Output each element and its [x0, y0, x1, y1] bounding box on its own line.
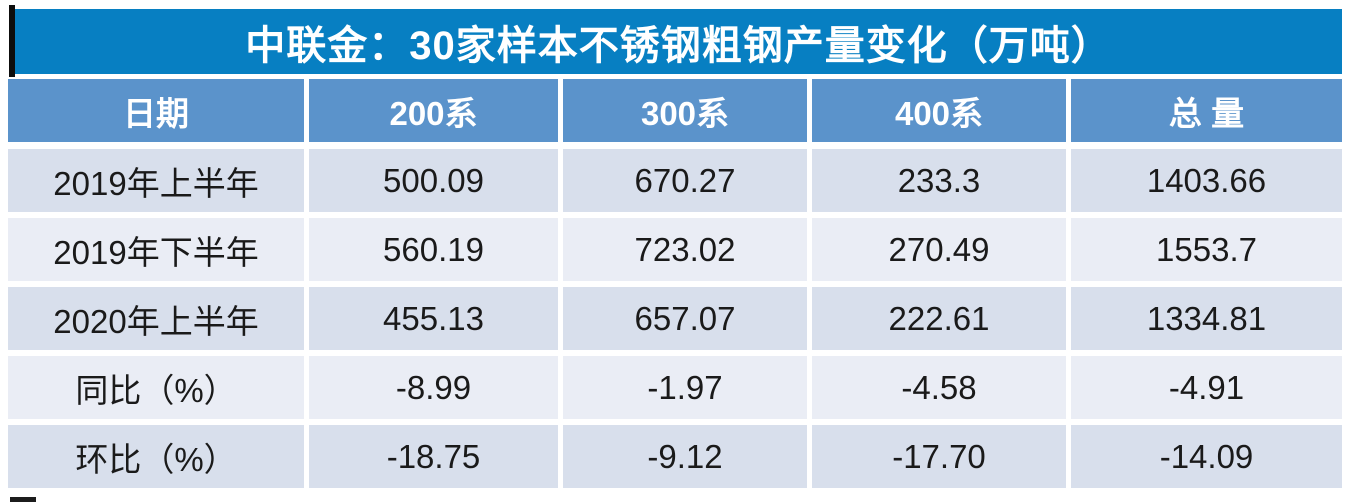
data-table: 日期 200系 300系 400系 总 量 2019年上半年 500.09 67… — [8, 79, 1342, 494]
bottom-left-mark — [10, 497, 36, 502]
table-row: 2019年下半年 560.19 723.02 270.49 1553.7 — [8, 218, 1342, 281]
table-cell: 500.09 — [309, 149, 558, 212]
table-row: 同比（%） -8.99 -1.97 -4.58 -4.91 — [8, 356, 1342, 419]
table-cell: 233.3 — [812, 149, 1066, 212]
row-label-cell: 2020年上半年 — [8, 287, 304, 350]
table-cell: 455.13 — [309, 287, 558, 350]
table-cell: -9.12 — [563, 425, 807, 488]
row-label-cell: 环比（%） — [8, 425, 304, 488]
table-cell: 657.07 — [563, 287, 807, 350]
header-cell-300: 300系 — [563, 79, 807, 142]
table-cell: 270.49 — [812, 218, 1066, 281]
left-accent-bar — [9, 5, 15, 77]
table-cell: -4.91 — [1071, 356, 1342, 419]
header-cell-400: 400系 — [812, 79, 1066, 142]
table-cell: 560.19 — [309, 218, 558, 281]
table-cell: 723.02 — [563, 218, 807, 281]
table-cell: -1.97 — [563, 356, 807, 419]
table-row: 2019年上半年 500.09 670.27 233.3 1403.66 — [8, 149, 1342, 212]
row-label-cell: 同比（%） — [8, 356, 304, 419]
table-row: 环比（%） -18.75 -9.12 -17.70 -14.09 — [8, 425, 1342, 488]
header-cell-200: 200系 — [309, 79, 558, 142]
table-cell: -14.09 — [1071, 425, 1342, 488]
table-row: 2020年上半年 455.13 657.07 222.61 1334.81 — [8, 287, 1342, 350]
table-cell: 222.61 — [812, 287, 1066, 350]
table-cell: -8.99 — [309, 356, 558, 419]
table-title: 中联金：30家样本不锈钢粗钢产量变化（万吨） — [15, 9, 1342, 74]
table-cell: 670.27 — [563, 149, 807, 212]
row-label-cell: 2019年下半年 — [8, 218, 304, 281]
header-cell-date: 日期 — [8, 79, 304, 142]
table-cell: 1403.66 — [1071, 149, 1342, 212]
table-cell: 1334.81 — [1071, 287, 1342, 350]
table-cell: -18.75 — [309, 425, 558, 488]
table-header-row: 日期 200系 300系 400系 总 量 — [8, 79, 1342, 142]
table-cell: 1553.7 — [1071, 218, 1342, 281]
header-cell-total: 总 量 — [1071, 79, 1342, 142]
row-label-cell: 2019年上半年 — [8, 149, 304, 212]
table-cell: -4.58 — [812, 356, 1066, 419]
table-cell: -17.70 — [812, 425, 1066, 488]
